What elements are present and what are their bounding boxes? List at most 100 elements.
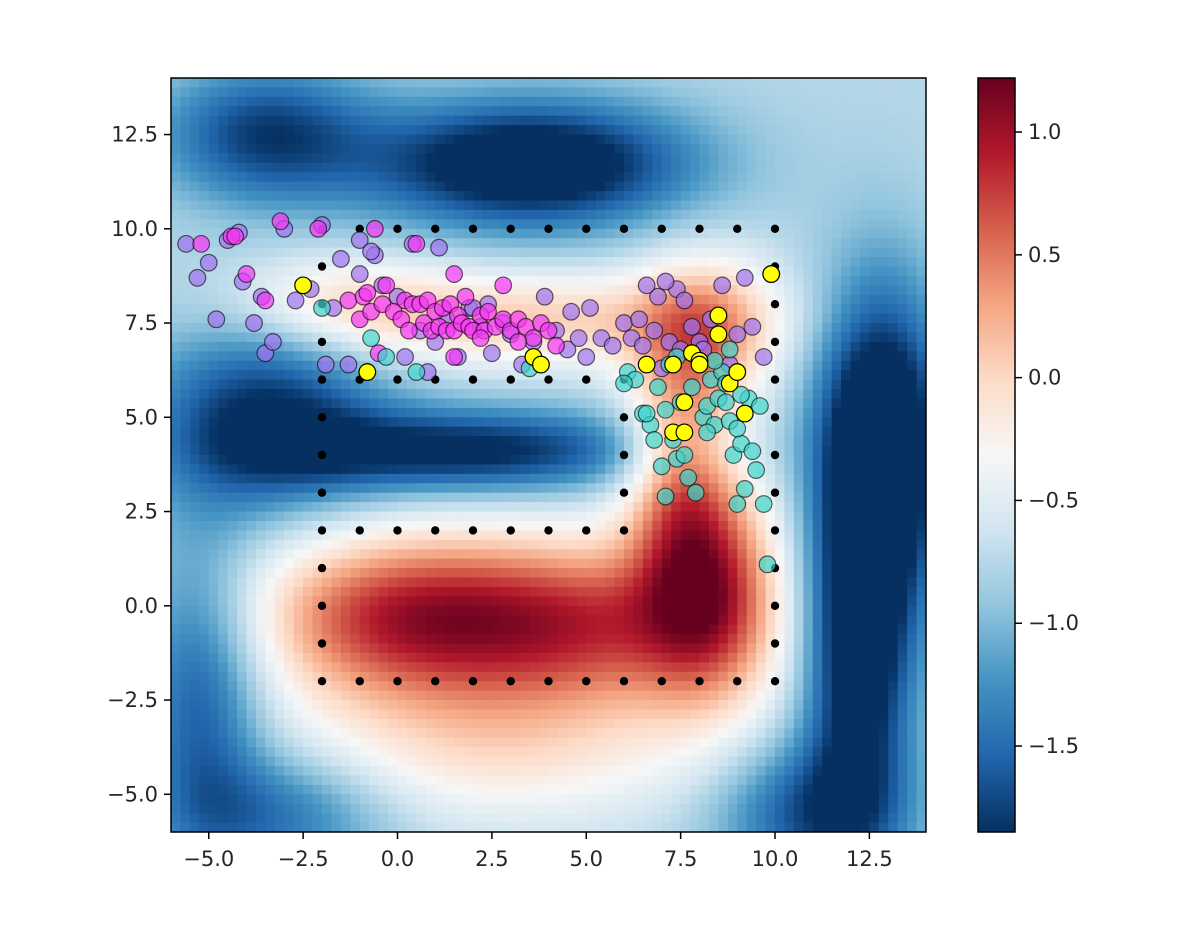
heatmap-cell <box>208 181 219 192</box>
heatmap-cell <box>784 285 795 296</box>
heatmap-cell <box>652 200 663 211</box>
heatmap-cell <box>888 323 899 334</box>
heatmap-cell <box>397 455 408 466</box>
heatmap-cell <box>897 577 908 588</box>
heatmap-cell <box>756 275 767 286</box>
heatmap-cell <box>869 125 880 136</box>
heatmap-cell <box>369 143 380 155</box>
heatmap-cell <box>812 379 823 390</box>
heatmap-cell <box>237 360 248 371</box>
heatmap-cell <box>812 275 823 286</box>
heatmap-cell <box>614 426 625 437</box>
heatmap-cell <box>218 332 229 343</box>
heatmap-cell <box>350 172 361 183</box>
heatmap-cell <box>624 304 635 315</box>
heatmap-cell <box>369 96 380 107</box>
heatmap-cell <box>671 209 682 220</box>
heatmap-cell <box>718 134 729 145</box>
heatmap-cell <box>841 464 852 475</box>
heatmap-cell <box>529 294 540 305</box>
heatmap-cell <box>539 558 550 569</box>
heatmap-cell <box>246 304 257 315</box>
heatmap-cell <box>425 436 436 447</box>
heatmap-cell <box>491 228 502 239</box>
heatmap-cell <box>557 275 568 286</box>
heatmap-cell <box>454 634 465 645</box>
heatmap-cell <box>576 313 587 324</box>
heatmap-cell <box>746 586 757 597</box>
heatmap-cell <box>435 530 446 541</box>
heatmap-cell <box>274 473 285 484</box>
heatmap-cell <box>784 360 795 371</box>
heatmap-cell <box>529 106 540 117</box>
heatmap-cell <box>784 323 795 334</box>
heatmap-cell <box>435 502 446 513</box>
heatmap-cell <box>548 181 559 192</box>
heatmap-cell <box>340 238 351 249</box>
heatmap-cell <box>406 568 417 579</box>
heatmap-cell <box>907 596 918 607</box>
heatmap-cell <box>690 558 701 569</box>
heatmap-cell <box>784 332 795 343</box>
heatmap-cell <box>661 549 672 560</box>
heatmap-cell <box>624 624 635 635</box>
heatmap-cell <box>690 96 701 107</box>
heatmap-cell <box>878 558 889 569</box>
heatmap-cell <box>473 568 484 579</box>
heatmap-cell <box>416 483 427 494</box>
heatmap-cell <box>491 257 502 268</box>
heatmap-cell <box>265 483 276 494</box>
heatmap-cell <box>303 605 314 616</box>
heatmap-cell <box>708 539 719 550</box>
heatmap-cell <box>520 520 531 532</box>
heatmap-cell <box>180 162 191 173</box>
heatmap-cell <box>510 539 521 550</box>
heatmap-cell <box>614 294 625 305</box>
heatmap-cell <box>378 219 389 230</box>
heatmap-cell <box>312 162 323 173</box>
heatmap-cell <box>350 539 361 550</box>
heatmap-cell <box>765 313 776 324</box>
heatmap-cell <box>189 294 200 305</box>
heatmap-cell <box>218 257 229 268</box>
heatmap-cell <box>444 473 455 484</box>
heatmap-cell <box>624 652 635 663</box>
heatmap-cell <box>737 96 748 107</box>
heatmap-cell <box>841 87 852 98</box>
heatmap-cell <box>859 615 870 626</box>
heatmap-cell <box>878 78 889 89</box>
heatmap-cell <box>756 87 767 98</box>
heatmap-cell <box>350 502 361 513</box>
heatmap-cell <box>491 172 502 183</box>
heatmap-cell <box>859 483 870 494</box>
heatmap-cell <box>274 436 285 447</box>
heatmap-cell <box>888 87 899 98</box>
heatmap-cell <box>539 417 550 428</box>
heatmap-cell <box>350 634 361 645</box>
heatmap-cell <box>831 106 842 117</box>
heatmap-cell <box>642 615 653 626</box>
heatmap-cell <box>284 172 295 183</box>
heatmap-cell <box>218 209 229 220</box>
heatmap-cell <box>473 417 484 428</box>
heatmap-cell <box>680 596 691 607</box>
heatmap-cell <box>359 125 370 136</box>
heatmap-cell <box>406 596 417 607</box>
heatmap-cell <box>708 78 719 89</box>
heatmap-cell <box>652 125 663 136</box>
heatmap-cell <box>378 483 389 494</box>
heatmap-cell <box>652 172 663 183</box>
heatmap-cell <box>189 370 200 381</box>
heatmap-cell <box>510 483 521 494</box>
heatmap-cell <box>189 172 200 183</box>
heatmap-cell <box>454 153 465 164</box>
heatmap-cell <box>454 238 465 249</box>
heatmap-cell <box>284 520 295 532</box>
heatmap-cell <box>756 417 767 428</box>
heatmap-cell <box>482 634 493 645</box>
heatmap-cell <box>586 106 597 117</box>
heatmap-cell <box>624 398 635 409</box>
heatmap-cell <box>218 294 229 305</box>
heatmap-cell <box>690 153 701 164</box>
heatmap-cell <box>482 266 493 277</box>
